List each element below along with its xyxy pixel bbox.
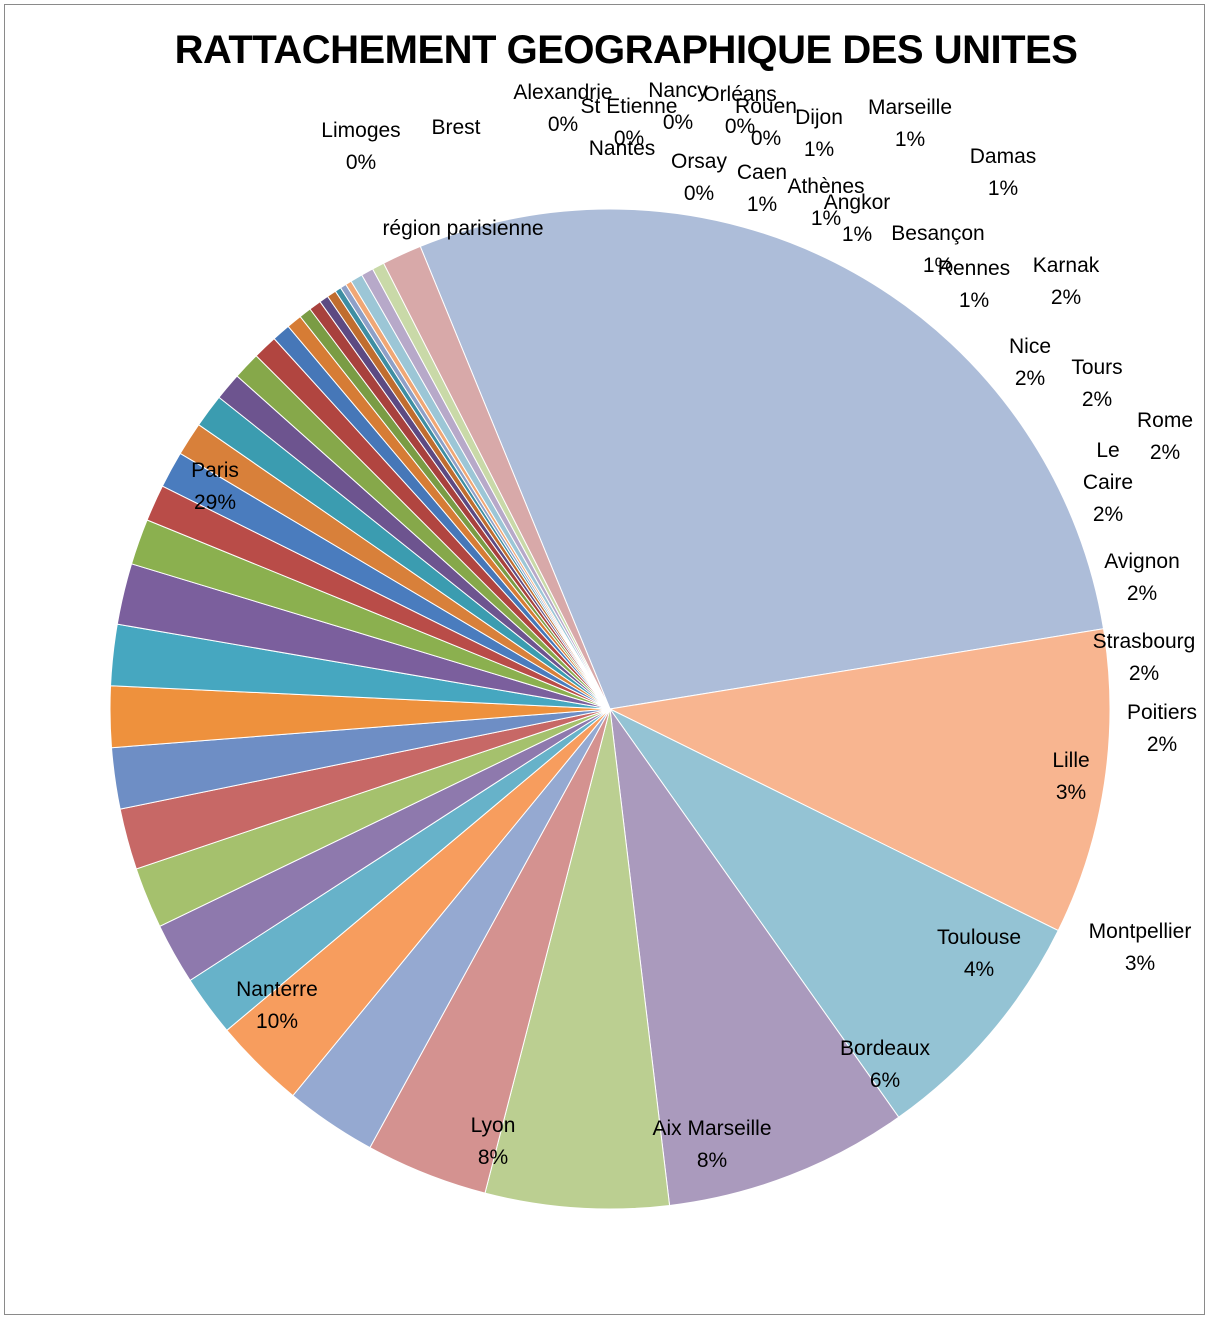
slice-label-poitiers: Poitiers 2% xyxy=(1127,701,1197,756)
slice-label-damas: Damas 1% xyxy=(970,145,1037,200)
slice-label-montpellier: Montpellier 3% xyxy=(1089,920,1192,975)
slice-label-karnak: Karnak 2% xyxy=(1033,254,1100,309)
slice-label-tours: Tours 2% xyxy=(1071,356,1122,411)
slice-label-lille: Lille 3% xyxy=(1052,749,1089,804)
pie-slice-region-parisienne-36 xyxy=(382,245,611,710)
slice-label-rennes: Rennes 1% xyxy=(938,257,1010,312)
slice-label-rouen: Rouen 0% xyxy=(735,95,797,150)
chart-title: RATTACHEMENT GEOGRAPHIQUE DES UNITES xyxy=(174,28,1078,72)
slice-label-aix-marseille: Aix Marseille 8% xyxy=(652,1117,771,1172)
slice-label-besancon: Besançon 1% xyxy=(891,222,984,277)
slice-label-paris: Paris 29% xyxy=(191,459,239,514)
slice-label-nice: Nice 2% xyxy=(1009,335,1051,390)
slice-label-angkor: Angkor 1% xyxy=(824,191,891,246)
slice-label-toulouse: Toulouse 4% xyxy=(937,926,1021,981)
slice-label-avignon: Avignon 2% xyxy=(1104,550,1180,605)
slice-label-region-parisienne: région parisienne xyxy=(382,217,543,240)
slice-label-orleans: Orléans 0% xyxy=(703,83,777,138)
slice-label-orsay: Orsay 0% xyxy=(671,150,728,205)
slice-label-caen: Caen 1% xyxy=(737,161,787,216)
slice-label-nancy: Nancy 0% xyxy=(648,79,708,134)
pie-slice-bordeaux-4 xyxy=(484,708,671,1210)
slice-label-dijon: Dijon 1% xyxy=(795,106,843,161)
slice-label-le-caire: Le Caire 2% xyxy=(1083,439,1133,526)
slice-label-rome: Rome 2% xyxy=(1137,409,1193,464)
slice-label-athenes: Athènes 1% xyxy=(787,175,864,230)
pie-slice-nanterre-1 xyxy=(608,628,1111,932)
slice-label-limoges: Limoges 0% xyxy=(321,119,400,174)
slice-label-nanterre: Nanterre 10% xyxy=(236,978,318,1033)
pie-slices xyxy=(109,208,1111,1210)
slice-label-alexandrie: Alexandrie 0% xyxy=(513,81,612,136)
slice-label-strasbourg: Strasbourg 2% xyxy=(1093,630,1196,685)
pie-slice-paris-0 xyxy=(419,208,1105,710)
pie-slice-aix-marseille-3 xyxy=(609,708,900,1206)
slice-label-brest: Brest xyxy=(431,116,480,139)
slice-label-marseille: Marseille 1% xyxy=(868,96,952,151)
pie-slice-lyon-2 xyxy=(609,708,1059,1118)
slice-label-st-etienne: St Etienne 0% xyxy=(581,95,678,150)
slice-label-lyon: Lyon 8% xyxy=(471,1114,516,1169)
slice-label-nantes: Nantes xyxy=(589,137,656,160)
pie-labels: Paris 29% Nanterre 10% Lyon 8% Aix Marseille 8%… xyxy=(191,79,1197,1172)
slice-label-bordeaux: Bordeaux 6% xyxy=(840,1037,930,1092)
